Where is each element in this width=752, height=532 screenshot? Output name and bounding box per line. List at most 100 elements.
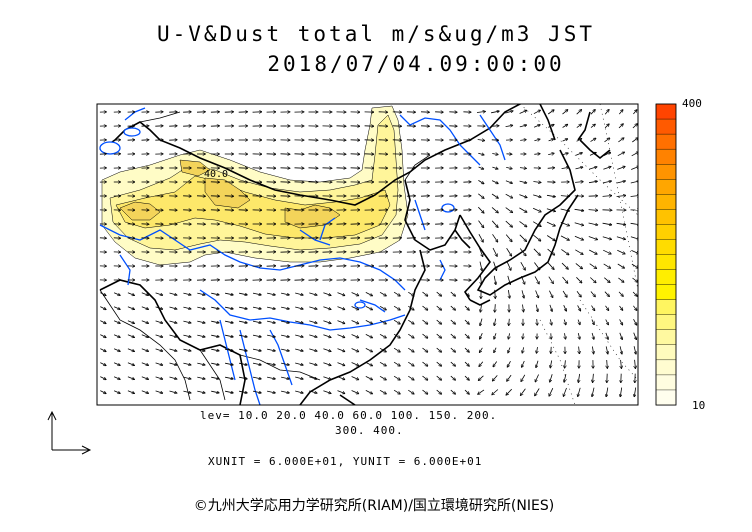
wind-arrow: [295, 292, 303, 295]
wind-arrow: [534, 262, 539, 270]
wind-arrow: [480, 333, 483, 339]
wind-arrow: [549, 304, 552, 311]
colorbar-swatch: [655, 148, 677, 165]
wind-arrow: [593, 373, 594, 382]
wind-arrow: [281, 334, 289, 337]
wind-arrow: [603, 263, 611, 268]
wind-arrow: [590, 277, 595, 283]
wind-arrow: [507, 275, 510, 284]
wind-arrow: [519, 194, 526, 198]
wind-arrow: [351, 376, 359, 380]
wind-arrow: [393, 375, 400, 380]
wind-arrow: [535, 388, 540, 396]
wind-arrow: [521, 388, 526, 395]
colorbar-swatch: [655, 163, 677, 180]
wind-arrow: [422, 375, 428, 380]
wind-arrow: [618, 110, 622, 115]
wind-arrow: [606, 387, 608, 397]
wind-arrow: [577, 305, 581, 310]
wind-arrow: [618, 291, 623, 296]
wind-arrow: [127, 292, 134, 296]
wind-arrow: [169, 390, 177, 393]
wind-arrow: [478, 167, 484, 169]
wind-arrow: [141, 306, 148, 309]
wind-arrow: [239, 293, 247, 295]
title-line1: U-V&Dust total m/s&ug/m3 JST: [156, 22, 595, 46]
wind-arrow: [592, 387, 595, 397]
wind-arrow: [351, 362, 359, 366]
wind-arrow: [631, 250, 638, 253]
wind-arrow: [589, 263, 597, 269]
wind-arrow: [632, 277, 638, 282]
wind-arrow: [408, 333, 413, 338]
wind-arrow: [337, 306, 345, 310]
wind-arrow: [169, 292, 177, 295]
wind-arrow: [590, 110, 595, 115]
wind-arrow: [479, 375, 484, 380]
wind-arrow: [521, 275, 524, 284]
wind-arrow: [578, 373, 579, 382]
wind-arrow: [239, 335, 247, 337]
wind-arrow: [450, 361, 455, 366]
wind-arrow: [505, 180, 512, 183]
wind-arrow: [621, 359, 622, 368]
wind-arrow: [562, 139, 568, 142]
wind-arrow: [155, 334, 163, 337]
colorbar-swatch: [655, 224, 677, 240]
wind-arrow: [633, 332, 637, 340]
colorbar-swatch: [655, 314, 677, 331]
wind-arrow: [323, 334, 330, 338]
wind-arrow: [351, 306, 359, 310]
wind-arrow: [550, 374, 553, 381]
wind-arrow: [508, 333, 509, 338]
wind-arrow: [365, 334, 372, 337]
wind-arrow: [635, 359, 636, 368]
wind-arrow: [479, 361, 484, 366]
wind-arrow: [323, 306, 330, 310]
wind-arrow: [211, 377, 219, 379]
wind-arrow: [351, 348, 359, 352]
wind-arrow: [155, 390, 163, 393]
wind-arrow: [211, 391, 219, 393]
wind-arrow: [509, 318, 510, 325]
wind-arrow: [436, 305, 442, 310]
wind-arrow: [508, 347, 510, 353]
wind-arrow: [183, 292, 190, 295]
wind-arrow: [365, 320, 372, 323]
wind-arrow: [561, 153, 568, 155]
wind-arrow: [522, 360, 525, 367]
colorbar-frame: [655, 103, 677, 406]
wind-arrow: [479, 247, 482, 256]
wind-arrow: [225, 335, 233, 337]
wind-arrow: [508, 290, 509, 298]
wind-arrow: [169, 362, 177, 365]
wind-arrow: [560, 196, 569, 197]
wind-arrow: [450, 389, 455, 394]
wind-arrow: [113, 320, 120, 324]
wind-arrow: [633, 110, 636, 115]
wind-arrow: [550, 360, 551, 368]
colorbar-swatch: [655, 254, 677, 271]
wind-arrow: [239, 391, 247, 393]
wind-arrow: [323, 376, 330, 380]
wind-arrow: [546, 208, 555, 212]
wind-arrow: [197, 390, 204, 393]
wind-arrow: [365, 390, 372, 393]
wind-arrow: [579, 346, 580, 354]
wind-arrow: [225, 349, 233, 351]
colorbar-swatch: [655, 118, 677, 135]
wind-arrow: [436, 291, 442, 296]
wind-arrow: [239, 307, 247, 309]
wind-arrow: [533, 248, 540, 255]
wind-arrow: [617, 152, 624, 157]
wind-arrow: [548, 125, 553, 128]
wind-arrow: [576, 124, 581, 128]
wind-arrow: [295, 334, 303, 337]
colorbar-swatch: [655, 299, 677, 316]
wind-arrow: [602, 181, 611, 184]
wind-arrow: [575, 167, 583, 170]
wind-arrow: [379, 361, 386, 365]
wind-arrow: [464, 389, 469, 394]
wind-arrow: [169, 320, 177, 323]
wind-arrow: [323, 292, 330, 296]
